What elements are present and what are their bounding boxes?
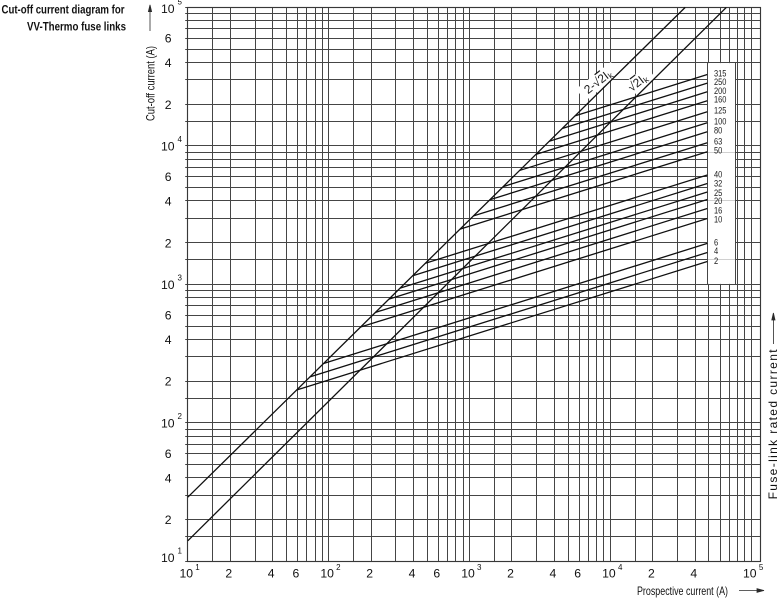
- svg-text:4: 4: [409, 567, 416, 581]
- svg-text:160: 160: [714, 95, 726, 106]
- svg-text:10: 10: [461, 567, 475, 581]
- svg-text:6: 6: [165, 32, 172, 46]
- svg-text:63: 63: [714, 137, 722, 148]
- svg-text:5: 5: [759, 563, 764, 572]
- svg-text:6: 6: [574, 567, 581, 581]
- svg-text:10: 10: [714, 214, 722, 225]
- svg-text:6: 6: [714, 237, 718, 248]
- svg-text:1: 1: [195, 563, 200, 572]
- svg-text:10: 10: [161, 2, 175, 16]
- svg-text:2: 2: [507, 567, 514, 581]
- svg-text:3: 3: [477, 563, 482, 572]
- svg-text:32: 32: [714, 179, 722, 190]
- svg-text:40: 40: [714, 169, 722, 180]
- svg-text:4: 4: [165, 472, 172, 486]
- svg-text:2: 2: [165, 236, 172, 250]
- svg-text:2: 2: [336, 563, 341, 572]
- svg-text:200: 200: [714, 86, 726, 97]
- svg-text:50: 50: [714, 146, 722, 157]
- svg-text:4: 4: [165, 56, 172, 70]
- svg-text:10: 10: [602, 567, 616, 581]
- svg-text:125: 125: [714, 106, 726, 117]
- svg-text:2: 2: [225, 567, 232, 581]
- svg-text:100: 100: [714, 117, 726, 128]
- svg-text:6: 6: [433, 567, 440, 581]
- svg-text:2: 2: [165, 98, 172, 112]
- svg-text:10: 10: [161, 416, 175, 430]
- svg-text:2: 2: [165, 513, 172, 527]
- svg-text:2: 2: [648, 567, 655, 581]
- svg-text:315: 315: [714, 68, 726, 79]
- svg-text:10: 10: [180, 567, 194, 581]
- svg-text:VV-Thermo fuse links: VV-Thermo fuse links: [27, 20, 126, 34]
- svg-text:Prospective current (A): Prospective current (A): [637, 584, 728, 598]
- svg-text:250: 250: [714, 77, 726, 88]
- svg-text:4: 4: [178, 135, 183, 144]
- svg-text:4: 4: [165, 333, 172, 347]
- svg-text:5: 5: [178, 0, 183, 7]
- svg-text:3: 3: [178, 274, 183, 283]
- svg-text:4: 4: [268, 567, 275, 581]
- svg-text:Fuse-link rated current: Fuse-link rated current: [766, 349, 780, 500]
- svg-text:4: 4: [714, 246, 718, 257]
- svg-text:6: 6: [293, 567, 300, 581]
- svg-text:6: 6: [165, 170, 172, 184]
- svg-text:2: 2: [714, 256, 718, 267]
- svg-text:10: 10: [161, 551, 175, 565]
- svg-text:2: 2: [165, 375, 172, 389]
- svg-text:4: 4: [165, 195, 172, 209]
- svg-text:2: 2: [366, 567, 373, 581]
- svg-text:1: 1: [178, 547, 183, 556]
- svg-text:6: 6: [165, 447, 172, 461]
- svg-text:25: 25: [714, 188, 722, 199]
- svg-text:4: 4: [690, 567, 697, 581]
- svg-text:Cut-off current (A): Cut-off current (A): [143, 46, 157, 121]
- svg-text:16: 16: [714, 205, 722, 216]
- svg-text:10: 10: [743, 567, 757, 581]
- svg-text:4: 4: [618, 563, 623, 572]
- svg-text:6: 6: [165, 309, 172, 323]
- svg-text:Cut-off current diagram for: Cut-off current diagram for: [2, 3, 125, 17]
- svg-text:80: 80: [714, 126, 722, 137]
- svg-text:20: 20: [714, 196, 722, 207]
- svg-text:10: 10: [161, 139, 175, 153]
- svg-text:10: 10: [161, 278, 175, 292]
- svg-text:10: 10: [320, 567, 334, 581]
- svg-text:4: 4: [549, 567, 556, 581]
- svg-text:2: 2: [178, 412, 183, 421]
